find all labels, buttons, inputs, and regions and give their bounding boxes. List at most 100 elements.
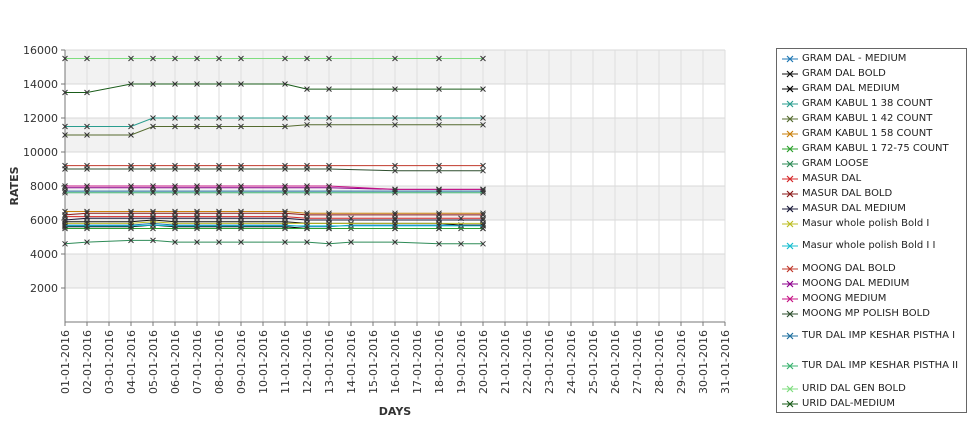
series-group bbox=[62, 166, 486, 174]
data-point bbox=[172, 239, 178, 245]
data-point bbox=[128, 220, 134, 227]
data-point bbox=[480, 115, 486, 121]
series-line bbox=[65, 185, 483, 190]
legend-item: GRAM KABUL 1 72-75 COUNT bbox=[781, 141, 966, 156]
series-line bbox=[64, 212, 483, 216]
legend-marker-icon bbox=[782, 385, 798, 392]
x-tick-label: 02-01-2016 bbox=[81, 330, 94, 394]
legend-label: MOONG MP POLISH BOLD bbox=[802, 307, 930, 319]
data-point bbox=[172, 55, 178, 62]
legend-label: GRAM KABUL 1 42 COUNT bbox=[802, 112, 933, 124]
series-line bbox=[65, 224, 483, 227]
data-point bbox=[480, 240, 486, 247]
data-point bbox=[326, 189, 332, 196]
legend-marker-icon bbox=[782, 115, 798, 122]
series-line bbox=[64, 217, 483, 221]
series-group bbox=[62, 183, 486, 193]
data-point bbox=[480, 220, 486, 227]
series-line bbox=[65, 211, 483, 214]
y-tick-label: 6000 bbox=[30, 214, 58, 227]
legend-item: URID DAL GEN BOLD bbox=[781, 381, 966, 396]
legend-item: GRAM DAL MEDIUM bbox=[781, 81, 966, 96]
data-point bbox=[304, 189, 310, 196]
data-point bbox=[392, 189, 398, 196]
series-group bbox=[62, 225, 486, 232]
data-point bbox=[238, 225, 244, 232]
data-point bbox=[84, 55, 90, 62]
data-point bbox=[282, 189, 288, 196]
data-point bbox=[238, 115, 244, 121]
legend-item: MOONG MP POLISH BOLD bbox=[781, 306, 966, 321]
legend-label: Masur whole polish Bold I I bbox=[802, 240, 936, 251]
data-point bbox=[150, 189, 156, 196]
data-point bbox=[62, 123, 68, 130]
data-point bbox=[238, 183, 244, 189]
legend-marker-icon bbox=[782, 130, 798, 137]
data-point bbox=[238, 210, 244, 217]
legend-label: URID DAL GEN BOLD bbox=[802, 382, 906, 394]
line-chart: 2000 4000 6000 8000 10000 12000 14000 16000 01-… bbox=[8, 44, 732, 418]
legend-marker-icon bbox=[782, 242, 798, 250]
data-point bbox=[194, 115, 200, 121]
legend-marker-icon bbox=[782, 362, 798, 370]
data-point bbox=[480, 86, 486, 92]
data-point bbox=[238, 166, 244, 172]
data-point bbox=[172, 189, 178, 196]
data-point bbox=[128, 189, 134, 196]
series-line bbox=[65, 222, 483, 228]
data-point bbox=[282, 239, 288, 245]
data-point bbox=[480, 121, 486, 128]
legend-item: Masur whole polish Bold I bbox=[781, 216, 966, 231]
x-tick-label: 10-01-2016 bbox=[257, 330, 270, 394]
series-group bbox=[62, 215, 486, 223]
data-point bbox=[150, 222, 156, 228]
legend-label: GRAM DAL BOLD bbox=[802, 67, 886, 79]
x-tick-labels: 01-01-2016 02-01-2016 03-01-2016 04-01-2016… bbox=[59, 330, 732, 394]
legend-marker-icon bbox=[782, 85, 798, 92]
data-point bbox=[194, 215, 200, 222]
data-point bbox=[436, 121, 442, 128]
data-point bbox=[84, 123, 90, 130]
legend-item: MOONG MEDIUM bbox=[781, 291, 966, 306]
x-tick-label: 01-01-2016 bbox=[59, 330, 72, 394]
data-point bbox=[62, 220, 68, 227]
x-tick-label: 11-01-2016 bbox=[279, 330, 292, 394]
legend-item: MASUR DAL BOLD bbox=[781, 186, 966, 201]
data-point bbox=[282, 123, 288, 130]
legend-marker-icon bbox=[782, 220, 798, 227]
series-line bbox=[65, 219, 483, 226]
data-point bbox=[238, 220, 244, 227]
data-point bbox=[172, 215, 178, 222]
x-tick-label: 13-01-2016 bbox=[323, 330, 336, 394]
legend-item: GRAM KABUL 1 58 COUNT bbox=[781, 126, 966, 141]
data-point bbox=[436, 167, 442, 174]
data-point bbox=[326, 121, 332, 128]
legend-label: MASUR DAL bbox=[802, 172, 862, 184]
data-point bbox=[84, 166, 90, 172]
data-point bbox=[194, 81, 200, 87]
data-point bbox=[216, 215, 222, 222]
series-group bbox=[62, 121, 486, 138]
data-point bbox=[84, 225, 90, 232]
data-point bbox=[480, 162, 486, 169]
data-point bbox=[84, 189, 90, 196]
legend-marker-icon bbox=[782, 175, 798, 182]
data-point bbox=[480, 189, 486, 196]
data-point bbox=[216, 115, 222, 121]
legend-label: GRAM DAL - MEDIUM bbox=[802, 52, 907, 64]
data-point bbox=[62, 189, 68, 196]
y-tick-label: 2000 bbox=[30, 282, 58, 295]
data-point bbox=[326, 220, 332, 227]
x-tick-label: 25-01-2016 bbox=[587, 330, 600, 394]
data-point bbox=[436, 212, 442, 218]
data-point bbox=[304, 121, 310, 128]
x-tick-label: 19-01-2016 bbox=[455, 330, 468, 394]
data-point bbox=[128, 55, 134, 62]
data-point bbox=[216, 166, 222, 172]
legend-label: URID DAL-MEDIUM bbox=[802, 397, 896, 409]
x-tick-label: 03-01-2016 bbox=[103, 330, 116, 394]
data-point bbox=[238, 55, 244, 62]
legend-marker-icon bbox=[782, 100, 798, 107]
legend-item: Masur whole polish Bold I I bbox=[781, 231, 966, 261]
data-point bbox=[480, 167, 486, 174]
